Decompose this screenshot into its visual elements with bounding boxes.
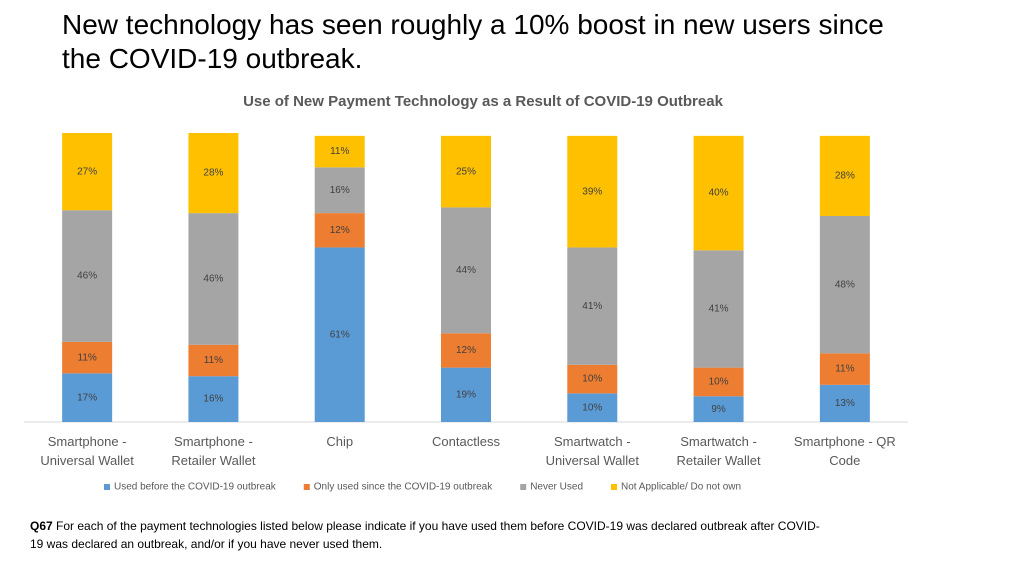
data-label: 16% (203, 394, 223, 405)
chart-title: Use of New Payment Technology as a Resul… (243, 93, 723, 110)
bar-segment (567, 364, 618, 394)
bar-segment (188, 133, 239, 214)
data-label: 11% (330, 146, 349, 157)
data-label: 10% (582, 402, 602, 413)
data-label: 28% (203, 168, 223, 179)
bar-segment (62, 341, 113, 374)
data-label: 10% (709, 377, 729, 388)
bar-segment (314, 213, 365, 248)
legend-label: Never Used (530, 482, 583, 493)
bar-segment (693, 396, 744, 422)
bar-segment (819, 353, 870, 385)
bar-segment (62, 133, 113, 211)
legend-swatch (104, 484, 110, 490)
data-label: 46% (77, 271, 97, 282)
bar-segment (441, 207, 491, 334)
bar-segment (693, 367, 744, 397)
bar-segment (314, 167, 365, 214)
bar-segment (819, 384, 870, 422)
x-tick-label: Chip (326, 434, 354, 449)
data-label: 11% (204, 355, 223, 366)
data-label: 19% (456, 389, 476, 400)
data-label: 10% (582, 374, 602, 385)
bar-segment (62, 373, 113, 422)
bar-segment (188, 376, 239, 422)
bar-segment (314, 247, 365, 422)
data-label: 61% (330, 329, 350, 340)
bar-segment (693, 135, 744, 251)
data-label: 27% (77, 166, 97, 177)
data-label: 12% (330, 225, 350, 236)
x-tick-label: Contactless (432, 434, 500, 449)
bar-segment (693, 250, 744, 368)
data-label: 25% (456, 166, 476, 177)
legend-swatch (611, 484, 618, 490)
x-tick-label: Smartwatch - Universal Wallet (545, 434, 639, 468)
data-label: 46% (203, 274, 223, 285)
data-label: 41% (709, 304, 729, 315)
x-tick-label: Smartphone - Universal Wallet (40, 434, 134, 468)
x-tick-label: Smartphone - Retailer Wallet (171, 434, 256, 468)
legend-label: Not Applicable/ Do not own (621, 482, 741, 493)
data-label: 16% (330, 185, 350, 196)
data-label: 17% (77, 392, 97, 403)
legend-label: Used before the COVID-19 outbreak (114, 482, 277, 493)
data-label: 48% (835, 279, 855, 290)
data-label: 11% (835, 364, 854, 375)
data-label: 9% (711, 404, 726, 415)
data-label: 40% (709, 188, 729, 199)
bar-segment (314, 135, 365, 168)
slide-title: New technology has seen roughly a 10% bo… (62, 9, 884, 74)
x-tick-label: Smartwatch - Retailer Wallet (676, 434, 761, 468)
note-label: Q67 (30, 519, 53, 533)
data-label: 41% (582, 301, 602, 312)
note-text: For each of the payment technologies lis… (30, 519, 820, 551)
bar-segment (441, 333, 491, 368)
bar-segment (441, 135, 491, 208)
bar-segment (188, 213, 239, 345)
bar-segment (441, 367, 491, 422)
legend-swatch (303, 484, 310, 490)
bar-segment (567, 393, 618, 422)
data-label: 28% (835, 171, 855, 182)
x-tick-label: Smartphone - QR Code (793, 434, 896, 468)
data-label: 12% (456, 345, 476, 356)
bar-segment (819, 215, 870, 354)
data-label: 39% (582, 186, 602, 197)
legend-swatch (520, 484, 527, 490)
footnote: Q67 For each of the payment technologies… (30, 517, 820, 553)
bar-segment (567, 135, 618, 248)
bar-segment (819, 135, 870, 216)
data-label: 13% (835, 398, 855, 409)
bar-segment (188, 344, 239, 377)
bar-segment (567, 247, 618, 365)
data-label: 44% (456, 265, 476, 276)
legend-label: Only used since the COVID-19 outbreak (314, 482, 493, 493)
bar-segment (62, 210, 113, 342)
data-label: 11% (78, 352, 97, 363)
